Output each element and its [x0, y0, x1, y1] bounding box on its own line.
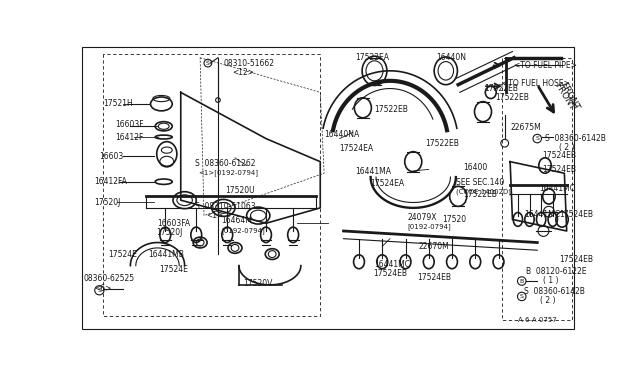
Text: 17522EB: 17522EB [463, 189, 497, 199]
Text: S  08310-51063: S 08310-51063 [195, 202, 255, 211]
Text: 17524EB: 17524EB [417, 273, 451, 282]
Text: <TO FUEL PIPE>: <TO FUEL PIPE> [514, 61, 577, 70]
Text: B: B [520, 279, 524, 283]
Text: <1>: <1> [206, 211, 223, 220]
Text: B  08120-6122E: B 08120-6122E [527, 266, 587, 276]
Text: 24079X: 24079X [407, 213, 436, 222]
Text: 17524EB: 17524EB [542, 151, 576, 160]
Text: 08360-62525: 08360-62525 [84, 274, 135, 283]
Text: 16412F: 16412F [115, 132, 143, 141]
Text: 16400: 16400 [463, 163, 488, 172]
Text: ( 2 ): ( 2 ) [559, 143, 575, 152]
Text: 17524EB: 17524EB [373, 269, 407, 278]
Text: <12>: <12> [233, 68, 255, 77]
Text: 16440NA: 16440NA [324, 130, 360, 139]
Text: [0192-0794]: [0192-0794] [221, 227, 265, 234]
Text: 17520U: 17520U [226, 186, 255, 195]
Text: S: S [206, 61, 210, 65]
Text: 17520: 17520 [442, 215, 466, 224]
Text: 16440N: 16440N [436, 53, 467, 62]
Text: <6>: <6> [94, 284, 111, 293]
Text: 16603F: 16603F [115, 120, 143, 129]
Text: FRONT: FRONT [559, 81, 581, 112]
Text: A 6-A 0757: A 6-A 0757 [518, 317, 557, 323]
Text: S  08360-6142B: S 08360-6142B [545, 134, 606, 143]
Text: [0192-0794]: [0192-0794] [407, 223, 451, 230]
Text: 16603FA: 16603FA [157, 219, 191, 228]
Text: S: S [520, 294, 524, 299]
Text: (CODE 14002D): (CODE 14002D) [456, 189, 511, 195]
Text: 17522EB: 17522EB [495, 93, 529, 102]
Text: S: S [535, 136, 539, 141]
Text: S: S [97, 288, 101, 293]
Text: 08310-51662: 08310-51662 [223, 59, 275, 68]
Text: S  08360-61262: S 08360-61262 [195, 159, 255, 168]
Text: 16412FA: 16412FA [94, 177, 127, 186]
Text: 22670M: 22670M [419, 242, 449, 251]
Text: 16464M: 16464M [221, 217, 252, 225]
Text: 17524EB: 17524EB [542, 165, 576, 174]
Text: 16441MA: 16441MA [355, 167, 391, 176]
Text: 17522EB: 17522EB [374, 105, 408, 114]
Text: 17520J: 17520J [156, 228, 182, 237]
Text: 16441MC: 16441MC [524, 209, 560, 218]
Text: ( 2 ): ( 2 ) [540, 296, 556, 305]
Text: <TO FUEL HOSE>: <TO FUEL HOSE> [502, 78, 570, 88]
Text: FRONT: FRONT [552, 81, 576, 112]
Text: 16603: 16603 [99, 152, 124, 161]
Text: 17522EB: 17522EB [484, 84, 518, 93]
Text: 16441MB: 16441MB [148, 250, 184, 259]
Text: <1>[0192-0794]: <1>[0192-0794] [198, 169, 258, 176]
Text: 17522EA: 17522EA [355, 53, 389, 62]
Text: 17521H: 17521H [103, 99, 133, 108]
Text: 17520V: 17520V [243, 279, 272, 288]
Text: S  08360-6142B: S 08360-6142B [524, 286, 585, 295]
Text: 17524E: 17524E [159, 265, 188, 274]
Text: 16441MC: 16441MC [540, 184, 575, 193]
Text: 17524EA: 17524EA [340, 144, 374, 153]
Text: 17524EA: 17524EA [371, 179, 404, 188]
Text: 17524EB: 17524EB [559, 209, 593, 218]
Text: SEE SEC.140: SEE SEC.140 [456, 178, 504, 187]
Text: 22675M: 22675M [510, 122, 541, 132]
Text: 16441MC: 16441MC [374, 260, 410, 269]
Text: 17524EB: 17524EB [559, 255, 593, 264]
Text: 17522EB: 17522EB [425, 140, 459, 148]
Text: 17524E: 17524E [108, 250, 137, 259]
Text: 17520J: 17520J [94, 198, 120, 207]
Text: ( 1 ): ( 1 ) [543, 276, 559, 285]
